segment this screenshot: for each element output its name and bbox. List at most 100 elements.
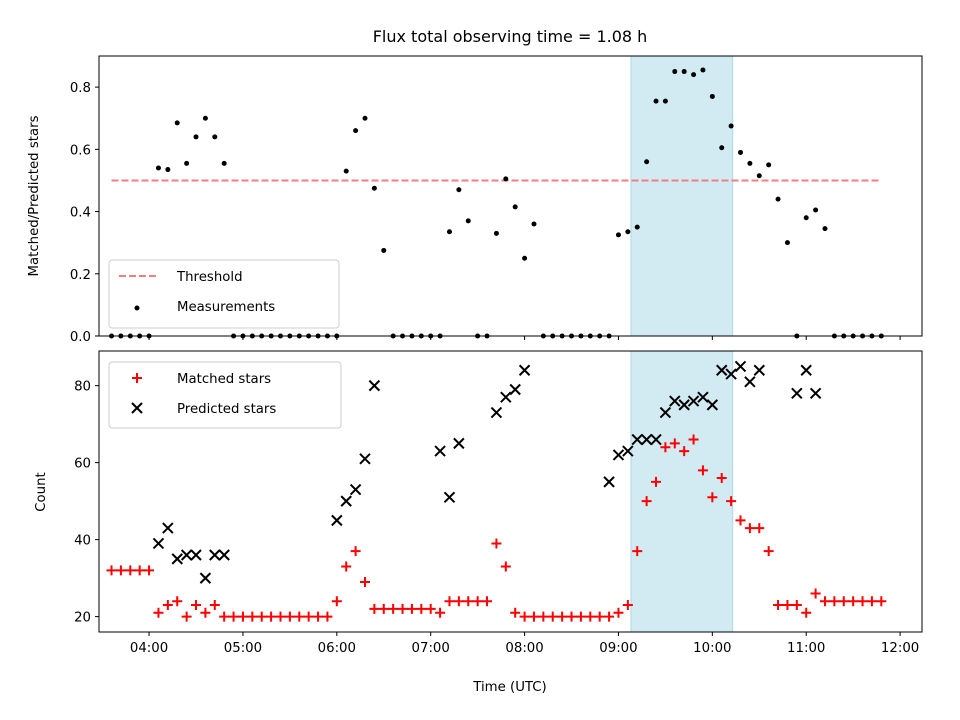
matched-star-point	[134, 565, 145, 576]
predicted-star-point	[340, 495, 352, 507]
y-tick-label: 60	[74, 457, 91, 472]
matched-star-point	[284, 611, 295, 622]
matched-star-point	[660, 442, 671, 453]
predicted-star-point	[443, 491, 456, 503]
y-tick-label: 0.0	[70, 330, 91, 345]
matched-star-point	[538, 611, 549, 622]
matched-star-point	[303, 611, 314, 622]
legend-entry-label: Matched stars	[177, 372, 271, 387]
predicted-star-point	[518, 364, 531, 376]
predicted-star-point	[706, 399, 719, 411]
measurement-point	[503, 176, 509, 182]
matched-star-point	[313, 611, 324, 622]
measurement-point	[353, 128, 359, 134]
legend-entry-label: Measurements	[177, 300, 275, 315]
matched-star-point	[838, 596, 849, 607]
matched-star-point	[444, 596, 455, 607]
matched-star-point	[679, 446, 690, 457]
measurement-point	[493, 230, 499, 236]
matched-star-point	[350, 546, 361, 557]
predicted-star-point	[687, 395, 700, 407]
matched-star-point	[331, 596, 342, 607]
matched-star-point	[228, 611, 239, 622]
chart-title: Flux total observing time = 1.08 h	[373, 27, 648, 46]
predicted-star-point	[744, 376, 756, 388]
measurement-point	[456, 187, 462, 193]
matched-star-point	[782, 600, 793, 611]
predicted-star-point	[331, 514, 343, 527]
legend-measurement-swatch	[134, 305, 140, 311]
matched-star-point	[209, 600, 220, 611]
legend-entry-label: Predicted stars	[177, 402, 276, 417]
matched-star-point	[707, 492, 718, 503]
x-tick-label: 06:00	[318, 641, 356, 656]
matched-star-point	[237, 611, 248, 622]
predicted-star-point	[716, 364, 728, 376]
measurement-point	[155, 165, 161, 171]
matched-star-point	[191, 600, 202, 611]
legend-box	[108, 361, 342, 429]
matched-star-point	[266, 611, 277, 622]
matched-star-point	[866, 596, 877, 607]
measurement-point	[634, 224, 640, 230]
predicted-star-point	[612, 449, 625, 461]
matched-star-point	[594, 611, 605, 622]
measurement-point	[681, 69, 687, 75]
matched-star-point	[322, 611, 333, 622]
matched-star-point	[106, 565, 117, 576]
highlight-span	[630, 350, 734, 633]
predicted-star-point	[359, 453, 371, 465]
matched-star-point	[491, 538, 502, 549]
matched-star-point	[388, 603, 399, 614]
matched-star-point	[397, 603, 408, 614]
matched-star-point	[735, 515, 746, 526]
predicted-star-point	[453, 437, 465, 450]
matched-star-point	[153, 607, 164, 618]
matched-star-point	[472, 596, 483, 607]
measurement-point	[728, 123, 734, 129]
x-tick-label: 10:00	[693, 641, 731, 656]
legend-matched-swatch	[132, 373, 142, 383]
predicted-star-point	[631, 433, 643, 446]
measurement-point	[747, 160, 753, 166]
matched-star-point	[416, 603, 427, 614]
matched-star-point	[359, 576, 370, 587]
matched-star-point	[801, 607, 812, 618]
measurement-point	[653, 98, 659, 104]
matched-star-point	[219, 611, 230, 622]
matched-star-point	[557, 611, 568, 622]
predicted-star-point	[434, 445, 446, 457]
matched-star-point	[575, 611, 586, 622]
predicted-star-point	[669, 395, 681, 407]
x-tick-label: 07:00	[412, 641, 450, 656]
measurement-point	[766, 162, 772, 168]
y-tick-label: 40	[74, 534, 91, 549]
legend: Threshold Measurements	[108, 259, 340, 329]
matched-star-point	[144, 565, 155, 576]
predicted-star-point	[500, 391, 512, 403]
matched-star-point	[519, 611, 530, 622]
matched-star-point	[726, 496, 737, 507]
top-panel: 0.0 0.2 0.4 0.6 0.8 Threshold Measurements	[70, 55, 923, 345]
measurement-point	[691, 72, 697, 78]
measurement-point	[822, 226, 828, 232]
predicted-star-point	[171, 553, 183, 565]
matched-star-point	[585, 611, 596, 622]
matched-star-point	[613, 607, 624, 618]
measurement-point	[371, 185, 377, 191]
matched-star-point	[669, 438, 680, 449]
predicted-star-point	[199, 572, 212, 584]
axes-frame	[98, 350, 923, 633]
measurement-point	[644, 159, 650, 165]
measurement-point	[212, 134, 218, 140]
matched-star-point	[651, 476, 662, 487]
measurement-point	[362, 115, 368, 121]
matched-star-point	[716, 473, 727, 484]
measurement-point	[343, 168, 349, 174]
matched-star-point	[791, 600, 802, 611]
measurement-point	[709, 93, 715, 99]
y-tick-label: 0.4	[70, 206, 91, 221]
predicted-star-point	[209, 549, 221, 561]
